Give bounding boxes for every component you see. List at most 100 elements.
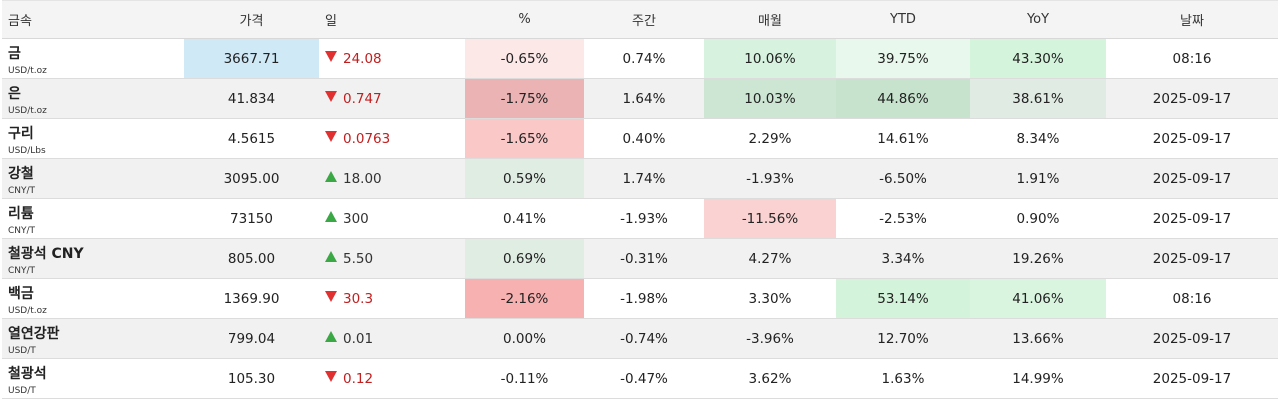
ytd-cell: 44.86% [836,78,970,119]
price-cell: 1369.90 [184,278,319,319]
price-cell: 3095.00 [184,158,319,199]
date-cell: 2025-09-17 [1106,78,1278,119]
header-day[interactable]: 일 [319,0,465,39]
table-row[interactable]: 열연강판 USD/T 799.04 0.01 0.00% -0.74% -3.96% 12.7… [2,318,1278,359]
header-yoy[interactable]: YoY [970,0,1106,39]
metal-name-cell[interactable]: 강철 CNY/T [2,158,184,199]
ytd-cell: 3.34% [836,238,970,279]
triangle-up-icon [325,171,337,182]
metal-name-link[interactable]: 백금 [8,286,34,302]
metal-name-cell[interactable]: 은 USD/t.oz [2,78,184,119]
table-row[interactable]: 철광석 CNY CNY/T 805.00 5.50 0.69% -0.31% 4.27% 3.… [2,238,1278,279]
table-row[interactable]: 금 USD/t.oz 3667.71 24.08 -0.65% 0.74% 10.06% 39… [2,38,1278,79]
metal-name-link[interactable]: 강철 [8,166,34,182]
metal-name-cell[interactable]: 열연강판 USD/T [2,318,184,359]
metal-unit: USD/t.oz [8,66,47,76]
pct-cell: -0.65% [465,38,584,79]
day-change-cell: 5.50 [319,238,465,279]
weekly-cell: 0.74% [584,38,704,79]
table-row[interactable]: 강철 CNY/T 3095.00 18.00 0.59% 1.74% -1.93% -6.50… [2,158,1278,199]
pct-cell: -0.11% [465,358,584,399]
monthly-cell: 10.06% [704,38,836,79]
day-change-cell: 24.08 [319,38,465,79]
monthly-cell: -1.93% [704,158,836,199]
yoy-cell: 1.91% [970,158,1106,199]
weekly-cell: -0.31% [584,238,704,279]
metal-name-cell[interactable]: 철광석 USD/T [2,358,184,399]
header-ytd[interactable]: YTD [836,0,970,39]
metal-name-cell[interactable]: 백금 USD/t.oz [2,278,184,319]
ytd-cell: -6.50% [836,158,970,199]
header-date[interactable]: 날짜 [1106,0,1278,39]
yoy-cell: 19.26% [970,238,1106,279]
day-change-cell: 0.747 [319,78,465,119]
pct-cell: 0.00% [465,318,584,359]
table-row[interactable]: 철광석 USD/T 105.30 0.12 -0.11% -0.47% 3.62% 1.63%… [2,358,1278,399]
day-change-value: 5.50 [343,250,374,267]
pct-cell: 0.69% [465,238,584,279]
header-monthly[interactable]: 매월 [704,0,836,39]
day-change-cell: 18.00 [319,158,465,199]
monthly-cell: 3.62% [704,358,836,399]
metal-name-link[interactable]: 철광석 CNY [8,246,84,262]
date-cell: 2025-09-17 [1106,198,1278,239]
price-cell: 4.5615 [184,118,319,159]
metal-unit: CNY/T [8,186,36,196]
metal-name-cell[interactable]: 구리 USD/Lbs [2,118,184,159]
date-cell: 2025-09-17 [1106,318,1278,359]
weekly-cell: -0.74% [584,318,704,359]
metal-name-cell[interactable]: 리튬 CNY/T [2,198,184,239]
monthly-cell: 10.03% [704,78,836,119]
metal-unit: USD/t.oz [8,306,47,316]
metal-unit: CNY/T [8,266,36,276]
table-row[interactable]: 리튬 CNY/T 73150 300 0.41% -1.93% -11.56% -2.53% 0… [2,198,1278,239]
metal-name-cell[interactable]: 금 USD/t.oz [2,38,184,79]
header-percent[interactable]: % [465,0,584,39]
ytd-cell: 1.63% [836,358,970,399]
metal-name-link[interactable]: 철광석 [8,366,47,382]
price-cell: 73150 [184,198,319,239]
header-weekly[interactable]: 주간 [584,0,704,39]
metal-name-link[interactable]: 리튬 [8,206,34,222]
yoy-cell: 41.06% [970,278,1106,319]
metal-name-link[interactable]: 금 [8,46,21,62]
header-metal[interactable]: 금속 [2,0,184,39]
date-cell: 2025-09-17 [1106,238,1278,279]
metal-name-link[interactable]: 은 [8,86,21,102]
triangle-up-icon [325,211,337,222]
day-change-cell: 0.0763 [319,118,465,159]
day-change-value: 30.3 [343,290,374,307]
triangle-down-icon [325,131,337,142]
metal-name-cell[interactable]: 철광석 CNY CNY/T [2,238,184,279]
triangle-down-icon [325,91,337,102]
day-change-cell: 0.12 [319,358,465,399]
triangle-down-icon [325,291,337,302]
price-cell: 41.834 [184,78,319,119]
weekly-cell: -1.93% [584,198,704,239]
metal-name-link[interactable]: 열연강판 [8,326,60,342]
yoy-cell: 43.30% [970,38,1106,79]
price-cell: 805.00 [184,238,319,279]
table-header-row: 금속 가격 일 % 주간 매월 YTD YoY 날짜 [2,0,1278,39]
monthly-cell: 3.30% [704,278,836,319]
day-change-value: 300 [343,210,369,227]
weekly-cell: -1.98% [584,278,704,319]
header-price[interactable]: 가격 [184,0,319,39]
pct-cell: -1.65% [465,118,584,159]
day-change-cell: 30.3 [319,278,465,319]
table-row[interactable]: 은 USD/t.oz 41.834 0.747 -1.75% 1.64% 10.03% 44.… [2,78,1278,119]
date-cell: 2025-09-17 [1106,158,1278,199]
price-cell: 799.04 [184,318,319,359]
metal-name-link[interactable]: 구리 [8,126,34,142]
date-cell: 08:16 [1106,38,1278,79]
day-change-value: 0.01 [343,330,374,347]
table-row[interactable]: 백금 USD/t.oz 1369.90 30.3 -2.16% -1.98% 3.30% 53… [2,278,1278,319]
monthly-cell: 2.29% [704,118,836,159]
metal-unit: USD/Lbs [8,146,46,156]
table-row[interactable]: 구리 USD/Lbs 4.5615 0.0763 -1.65% 0.40% 2.29% 14.… [2,118,1278,159]
date-cell: 2025-09-17 [1106,358,1278,399]
triangle-up-icon [325,251,337,262]
metal-unit: CNY/T [8,226,36,236]
date-cell: 2025-09-17 [1106,118,1278,159]
price-cell: 3667.71 [184,38,319,79]
